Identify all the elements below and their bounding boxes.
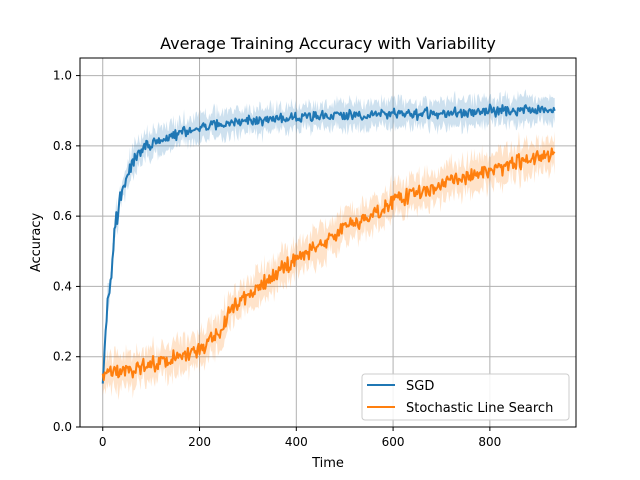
y-tick-label: 0.8 (53, 139, 72, 153)
y-tick-label: 0.2 (53, 350, 72, 364)
plot-area-frame (79, 57, 577, 428)
y-tick-label: 1.0 (53, 69, 72, 83)
legend-label-sgd: SGD (406, 379, 434, 394)
y-tick-label: 0.6 (53, 209, 72, 223)
x-axis-ticks: 0 200 400 600 800 (99, 427, 501, 449)
series-lines (101, 103, 556, 384)
y-axis-label: Accuracy (29, 213, 44, 273)
legend-label-stochastic-line-search: Stochastic Line Search (406, 401, 553, 416)
legend-box (361, 373, 570, 421)
y-tick-label: 0.4 (53, 279, 72, 293)
legend: SGD Stochastic Line Search (361, 373, 570, 421)
x-tick-label: 600 (382, 435, 405, 449)
x-tick-label: 800 (478, 435, 501, 449)
series-line-sgd (101, 103, 556, 384)
chart-title: Average Training Accuracy with Variabili… (160, 34, 496, 53)
variability-band-sgd (102, 89, 555, 393)
x-tick-label: 200 (188, 435, 211, 449)
x-tick-label: 0 (99, 435, 107, 449)
x-axis-label: Time (311, 456, 344, 471)
y-tick-label: 0.0 (53, 420, 72, 434)
x-tick-label: 400 (285, 435, 308, 449)
y-axis-ticks: 0.0 0.2 0.4 0.6 0.8 1.0 (53, 69, 80, 434)
series-line-stochastic-line-search (101, 147, 556, 382)
